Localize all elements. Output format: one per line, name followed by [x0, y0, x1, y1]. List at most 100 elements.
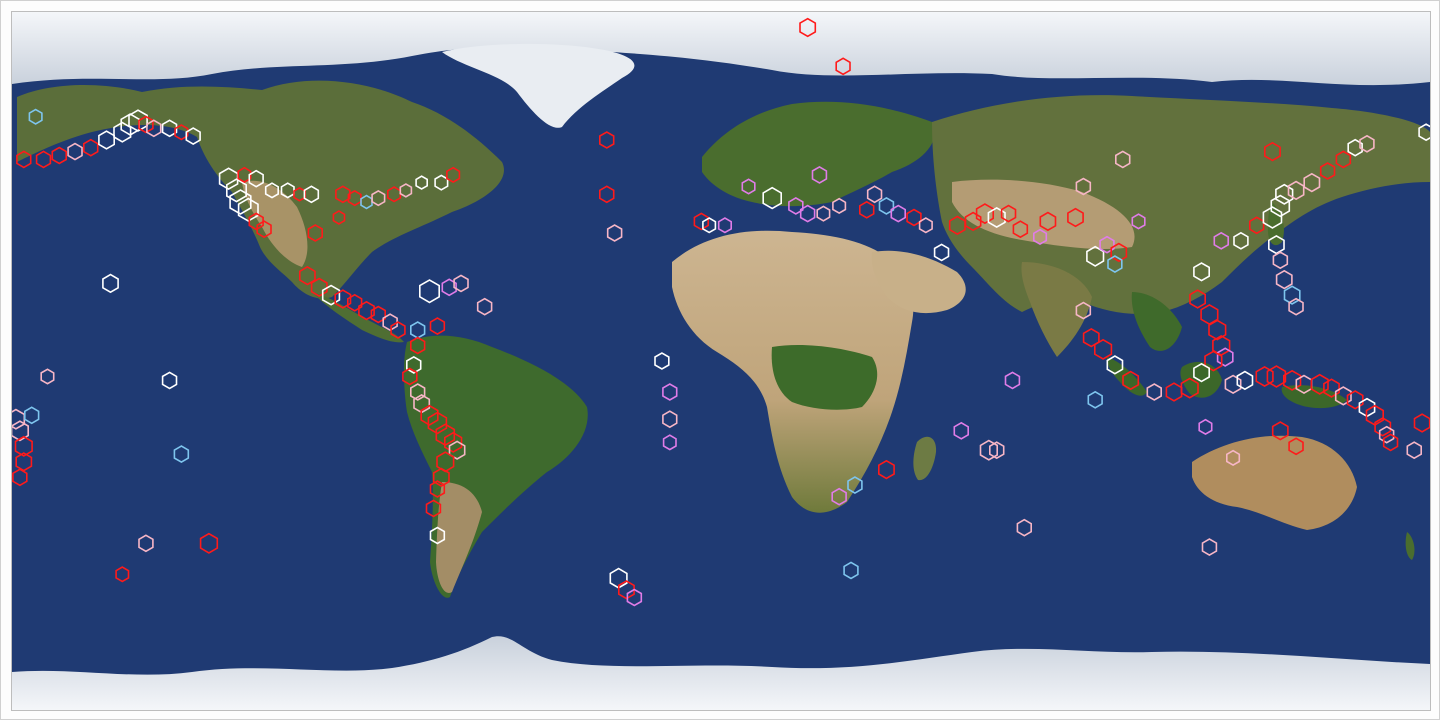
earthquake-marker-icon[interactable] [310, 277, 328, 298]
earthquake-marker-icon[interactable] [1334, 386, 1352, 406]
earthquake-marker-icon[interactable] [799, 204, 816, 223]
earthquake-marker-icon[interactable] [953, 421, 970, 440]
earthquake-marker-icon[interactable] [1106, 355, 1124, 375]
earthquake-marker-icon[interactable] [12, 420, 30, 442]
earthquake-marker-icon[interactable] [1082, 327, 1100, 348]
earthquake-marker-icon[interactable] [662, 383, 678, 401]
earthquake-marker-icon[interactable] [1283, 369, 1302, 391]
earthquake-marker-icon[interactable] [987, 206, 1006, 229]
earthquake-marker-icon[interactable] [662, 434, 677, 451]
earthquake-marker-icon[interactable] [1189, 289, 1206, 309]
earthquake-marker-icon[interactable] [890, 204, 907, 223]
earthquake-marker-icon[interactable] [347, 189, 362, 207]
earthquake-marker-icon[interactable] [425, 499, 442, 518]
earthquake-marker-icon[interactable] [441, 278, 457, 297]
earthquake-marker-icon[interactable] [418, 279, 441, 304]
earthquake-marker-icon[interactable] [185, 127, 201, 146]
earthquake-marker-icon[interactable] [226, 178, 247, 203]
earthquake-marker-icon[interactable] [835, 57, 851, 76]
earthquake-marker-icon[interactable] [831, 487, 847, 506]
earthquake-marker-icon[interactable] [161, 119, 178, 138]
earthquake-marker-icon[interactable] [626, 588, 643, 607]
earthquake-marker-icon[interactable] [858, 200, 875, 219]
earthquake-marker-icon[interactable] [1378, 425, 1395, 444]
earthquake-marker-icon[interactable] [1216, 347, 1234, 367]
earthquake-marker-icon[interactable] [248, 212, 264, 231]
earthquake-marker-icon[interactable] [1204, 350, 1223, 372]
earthquake-marker-icon[interactable] [1107, 255, 1123, 274]
earthquake-marker-icon[interactable] [229, 189, 252, 215]
earthquake-marker-icon[interactable] [453, 274, 469, 293]
earthquake-marker-icon[interactable] [264, 182, 280, 199]
earthquake-marker-icon[interactable] [816, 205, 831, 222]
earthquake-marker-icon[interactable] [1275, 183, 1294, 205]
earthquake-marker-icon[interactable] [427, 411, 448, 435]
earthquake-marker-icon[interactable] [1303, 172, 1321, 193]
earthquake-marker-icon[interactable] [1208, 319, 1227, 341]
earthquake-marker-icon[interactable] [975, 203, 995, 225]
earthquake-marker-icon[interactable] [448, 440, 466, 460]
earthquake-marker-icon[interactable] [662, 410, 678, 429]
earthquake-marker-icon[interactable] [1226, 449, 1241, 467]
earthquake-marker-icon[interactable] [1233, 231, 1249, 250]
earthquake-marker-icon[interactable] [1347, 138, 1363, 157]
earthquake-marker-icon[interactable] [256, 220, 272, 239]
earthquake-marker-icon[interactable] [598, 131, 615, 149]
earthquake-marker-icon[interactable] [1236, 370, 1254, 391]
earthquake-marker-icon[interactable] [1039, 211, 1057, 232]
earthquake-marker-icon[interactable] [1201, 538, 1218, 557]
earthquake-marker-icon[interactable] [35, 150, 52, 169]
earthquake-marker-icon[interactable] [1122, 370, 1140, 391]
earthquake-marker-icon[interactable] [1224, 374, 1242, 395]
earthquake-marker-icon[interactable] [1264, 141, 1281, 162]
earthquake-marker-icon[interactable] [1193, 362, 1210, 383]
earthquake-marker-icon[interactable] [24, 406, 40, 425]
earthquake-marker-icon[interactable] [1146, 383, 1162, 401]
earthquake-marker-icon[interactable] [1000, 204, 1017, 223]
earthquake-marker-icon[interactable] [1004, 371, 1021, 390]
earthquake-marker-icon[interactable] [1266, 365, 1287, 388]
earthquake-marker-icon[interactable] [174, 124, 189, 141]
earthquake-marker-icon[interactable] [1346, 390, 1364, 410]
earthquake-marker-icon[interactable] [15, 452, 33, 472]
earthquake-marker-icon[interactable] [1110, 242, 1128, 263]
earthquake-marker-icon[interactable] [606, 224, 623, 242]
earthquake-marker-icon[interactable] [402, 367, 418, 386]
earthquake-marker-icon[interactable] [1335, 150, 1352, 169]
earthquake-marker-icon[interactable] [332, 210, 346, 225]
earthquake-marker-icon[interactable] [693, 212, 710, 231]
earthquake-marker-icon[interactable] [237, 166, 252, 184]
earthquake-marker-icon[interactable] [878, 196, 895, 215]
earthquake-marker-icon[interactable] [1198, 418, 1213, 436]
earthquake-marker-icon[interactable] [358, 300, 375, 321]
earthquake-marker-icon[interactable] [1067, 207, 1084, 228]
earthquake-marker-icon[interactable] [1180, 377, 1199, 399]
earthquake-marker-icon[interactable] [390, 321, 406, 339]
earthquake-marker-icon[interactable] [788, 196, 804, 215]
earthquake-marker-icon[interactable] [14, 435, 33, 457]
earthquake-marker-icon[interactable] [1075, 177, 1092, 196]
earthquake-marker-icon[interactable] [399, 183, 413, 198]
earthquake-marker-icon[interactable] [420, 404, 439, 426]
earthquake-marker-icon[interactable] [1271, 421, 1289, 441]
earthquake-marker-icon[interactable] [866, 185, 883, 204]
earthquake-marker-icon[interactable] [248, 169, 264, 188]
earthquake-marker-icon[interactable] [303, 185, 320, 204]
earthquake-marker-icon[interactable] [1272, 251, 1289, 270]
earthquake-marker-icon[interactable] [1382, 433, 1399, 452]
earthquake-marker-icon[interactable] [102, 273, 119, 294]
earthquake-marker-icon[interactable] [598, 185, 615, 204]
earthquake-marker-icon[interactable] [1165, 382, 1183, 402]
earthquake-marker-icon[interactable] [964, 211, 982, 232]
earthquake-marker-icon[interactable] [1087, 390, 1103, 409]
earthquake-marker-icon[interactable] [1359, 134, 1375, 153]
earthquake-marker-icon[interactable] [979, 439, 999, 461]
earthquake-marker-icon[interactable] [1131, 213, 1146, 230]
earthquake-marker-icon[interactable] [847, 476, 863, 495]
earthquake-marker-icon[interactable] [67, 142, 83, 161]
earthquake-marker-icon[interactable] [161, 371, 178, 390]
earthquake-marker-icon[interactable] [199, 532, 219, 554]
map-viewport[interactable] [11, 11, 1431, 711]
earthquake-marker-icon[interactable] [415, 175, 429, 190]
earthquake-marker-icon[interactable] [307, 224, 324, 242]
